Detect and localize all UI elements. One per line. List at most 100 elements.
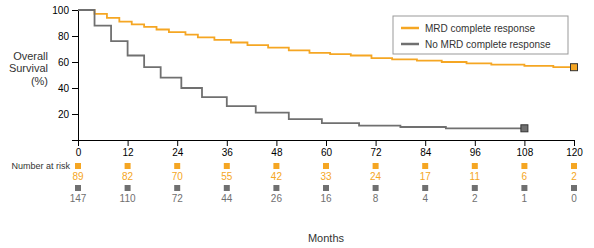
risk-marker [422,185,428,191]
risk-marker [571,185,577,191]
x-tick-mark [524,140,525,146]
x-tick: 108 [517,140,534,158]
x-tick: 120 [566,140,583,158]
y-tick-mark [72,114,78,115]
risk-number: 2 [571,171,577,182]
x-tick: 0 [76,140,82,158]
x-tick-label: 36 [222,147,234,158]
y-tick: 80 [58,31,78,42]
risk-number: 147 [70,193,87,204]
risk-marker [273,185,279,191]
risk-marker [224,185,230,191]
x-tick: 12 [123,140,135,158]
x-tick-label: 84 [420,147,432,158]
x-tick-label: 0 [76,147,82,158]
y-tick-mark [72,36,78,37]
x-tick-mark [326,140,327,146]
y-axis-title-line: Overall [13,50,48,62]
risk-number: 44 [221,193,233,204]
risk-marker [422,163,428,169]
y-tick-label: 60 [58,57,70,68]
risk-number: 110 [120,193,136,204]
x-tick-label: 72 [371,147,383,158]
risk-number: 72 [172,193,184,204]
legend-swatch [401,27,419,30]
x-axis-line [79,141,575,147]
risk-number: 42 [271,171,283,182]
risk-marker [571,163,577,169]
x-tick: 72 [371,140,383,158]
risk-number: 16 [320,193,332,204]
x-tick: 96 [470,140,482,158]
risk-number: 70 [172,171,184,182]
risk-marker [125,163,131,169]
x-tick-label: 120 [566,147,583,158]
chart: 0122436486072849610812020406080100Overal… [0,0,594,248]
risk-marker [472,185,478,191]
risk-number: 1 [522,193,528,204]
risk-marker [472,163,478,169]
x-tick-mark [376,140,377,146]
legend-box [393,16,568,54]
x-tick-label: 108 [517,147,534,158]
x-tick-mark [574,140,575,146]
risk-marker [224,163,230,169]
risk-number: 17 [420,171,432,182]
x-axis: 0 12 24 36 48 60 72 84 96 108 120 [76,140,584,158]
risk-table: Number at risk89827055423324171162147110… [11,161,577,203]
risk-number: 4 [422,193,428,204]
y-tick-label: 80 [58,31,70,42]
risk-marker [323,163,329,169]
risk-number: 11 [470,171,481,182]
risk-number: 2 [472,193,478,204]
risk-marker [373,163,379,169]
x-tick-label: 96 [470,147,482,158]
legend-label: MRD complete response [425,23,535,34]
y-tick: 100 [52,5,78,16]
risk-label: Number at risk [11,161,70,171]
x-tick: 84 [420,140,432,158]
risk-number: 6 [522,171,528,182]
y-tick: 60 [58,57,78,68]
x-tick-label: 12 [123,147,135,158]
y-tick-label: 100 [52,5,69,16]
risk-number: 0 [571,193,577,204]
risk-marker [174,185,180,191]
x-tick-mark [475,140,476,146]
x-tick: 48 [271,140,283,158]
y-tick-mark [72,62,78,63]
y-tick-mark [72,88,78,89]
risk-marker [373,185,379,191]
y-axis: 20 40 60 80 100 [52,5,78,141]
x-tick-mark [276,140,277,146]
risk-marker [273,163,279,169]
risk-number: 33 [320,171,332,182]
legend-label: No MRD complete response [425,39,551,50]
risk-number: 24 [370,171,382,182]
legend: MRD complete response No MRD complete res… [393,16,568,54]
survival-curve [78,10,574,67]
legend-swatch [401,43,419,46]
y-tick: 20 [58,109,78,120]
y-axis-title-line: (%) [31,75,48,87]
y-tick-label: 20 [58,109,70,120]
risk-number: 89 [72,171,84,182]
risk-number: 82 [122,171,134,182]
end-marker [521,125,528,132]
risk-number: 55 [221,171,233,182]
x-tick: 24 [172,140,184,158]
y-tick-label: 40 [58,83,70,94]
risk-marker [323,185,329,191]
x-tick-mark [177,140,178,146]
x-tick-label: 60 [321,147,333,158]
x-axis-title: Months [308,232,345,244]
risk-marker [75,163,81,169]
series-group [78,10,578,132]
x-tick-mark [128,140,129,146]
risk-number: 26 [271,193,283,204]
x-tick-label: 24 [172,147,184,158]
risk-marker [174,163,180,169]
x-tick-mark [227,140,228,146]
x-tick-label: 48 [271,147,283,158]
risk-marker [75,185,81,191]
